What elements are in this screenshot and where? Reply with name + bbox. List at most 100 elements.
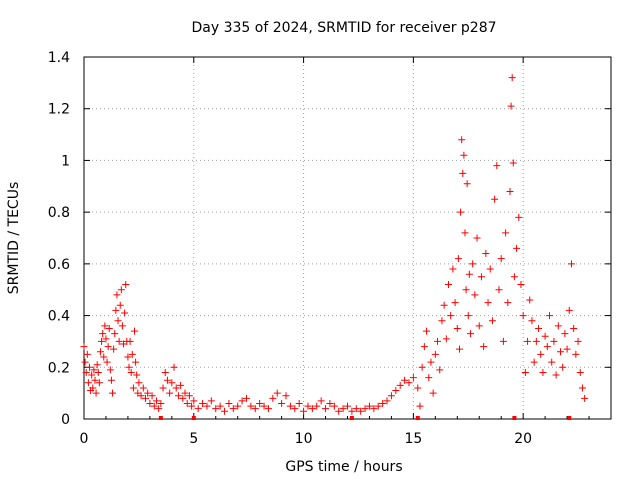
data-point xyxy=(234,402,242,410)
data-point xyxy=(92,389,100,397)
data-point xyxy=(172,384,180,392)
data-point xyxy=(179,394,187,402)
data-point xyxy=(528,317,536,325)
data-point xyxy=(401,376,409,384)
data-point xyxy=(282,392,290,400)
data-point xyxy=(509,159,517,167)
data-point xyxy=(466,330,474,338)
data-point xyxy=(374,402,382,410)
data-point xyxy=(556,348,564,356)
data-point xyxy=(370,405,378,413)
x-tick-label: 15 xyxy=(404,431,422,447)
data-point xyxy=(221,407,229,415)
data-point xyxy=(260,402,268,410)
data-point xyxy=(572,350,580,358)
data-point xyxy=(124,353,132,361)
data-point xyxy=(83,350,91,358)
data-point xyxy=(207,397,215,405)
data-point xyxy=(93,361,101,369)
y-tick-label: 0.6 xyxy=(48,257,70,273)
data-point xyxy=(507,102,515,110)
data-point xyxy=(330,402,338,410)
data-point xyxy=(459,169,467,177)
y-axis-label: SRMTID / TECUs xyxy=(6,182,22,295)
data-point xyxy=(91,376,99,384)
data-point xyxy=(90,366,98,374)
data-point xyxy=(111,330,119,338)
data-point xyxy=(308,405,316,413)
data-point xyxy=(457,208,465,216)
baseline-marker xyxy=(567,416,572,420)
data-point xyxy=(473,234,481,242)
data-point xyxy=(132,358,140,366)
data-point xyxy=(565,306,573,314)
data-point xyxy=(194,405,202,413)
data-point xyxy=(225,399,233,407)
data-point xyxy=(530,358,538,366)
data-point xyxy=(581,394,589,402)
data-point xyxy=(449,265,457,273)
data-point xyxy=(216,402,224,410)
x-tick-label: 10 xyxy=(295,431,313,447)
x-axis-label: GPS time / hours xyxy=(285,459,402,475)
baseline-marker xyxy=(191,416,196,420)
data-point xyxy=(286,402,294,410)
data-point xyxy=(174,392,182,400)
y-tick-label: 0 xyxy=(61,412,70,428)
data-point xyxy=(539,368,547,376)
x-tick-label: 5 xyxy=(189,431,198,447)
data-point xyxy=(537,350,545,358)
data-point xyxy=(543,343,551,351)
data-point xyxy=(203,402,211,410)
data-point xyxy=(135,379,143,387)
data-point xyxy=(291,405,299,413)
data-point xyxy=(502,229,510,237)
data-point xyxy=(484,299,492,307)
data-point xyxy=(85,363,93,371)
data-point xyxy=(126,337,134,345)
data-point xyxy=(121,309,129,317)
data-point xyxy=(491,195,499,203)
data-point xyxy=(431,350,439,358)
data-point xyxy=(387,392,395,400)
data-point xyxy=(155,405,163,413)
data-point xyxy=(94,368,102,376)
x-tick-label: 20 xyxy=(514,431,532,447)
data-point xyxy=(183,399,191,407)
data-point xyxy=(148,392,156,400)
data-point xyxy=(418,363,426,371)
data-point xyxy=(163,376,171,384)
data-point xyxy=(497,255,505,263)
y-tick-label: 0.4 xyxy=(48,309,70,325)
data-point xyxy=(447,312,455,320)
baseline-marker xyxy=(158,416,163,420)
data-point xyxy=(188,402,196,410)
data-point xyxy=(100,353,108,361)
data-point xyxy=(80,343,88,351)
data-point xyxy=(114,317,122,325)
data-point xyxy=(425,374,433,382)
data-point xyxy=(548,358,556,366)
data-point xyxy=(335,407,343,415)
data-point xyxy=(499,337,507,345)
data-point xyxy=(488,317,496,325)
data-point xyxy=(513,244,521,252)
data-point xyxy=(229,405,237,413)
data-point xyxy=(157,399,165,407)
data-point xyxy=(535,325,543,332)
data-point xyxy=(559,363,567,371)
data-point xyxy=(242,394,250,402)
data-point xyxy=(81,358,89,366)
data-point xyxy=(150,402,158,410)
data-point xyxy=(550,337,558,345)
data-point xyxy=(438,317,446,325)
data-point xyxy=(166,389,174,397)
data-point xyxy=(475,322,483,330)
data-point xyxy=(570,325,578,332)
data-point xyxy=(131,327,139,335)
tick-labels: 0 5 10 15 20 0 0.2 0.4 0.6 0.8 1 1.2 1.4 xyxy=(48,50,532,447)
data-point xyxy=(238,397,246,405)
data-point xyxy=(133,371,141,379)
data-point xyxy=(96,348,104,356)
data-point xyxy=(506,187,514,195)
